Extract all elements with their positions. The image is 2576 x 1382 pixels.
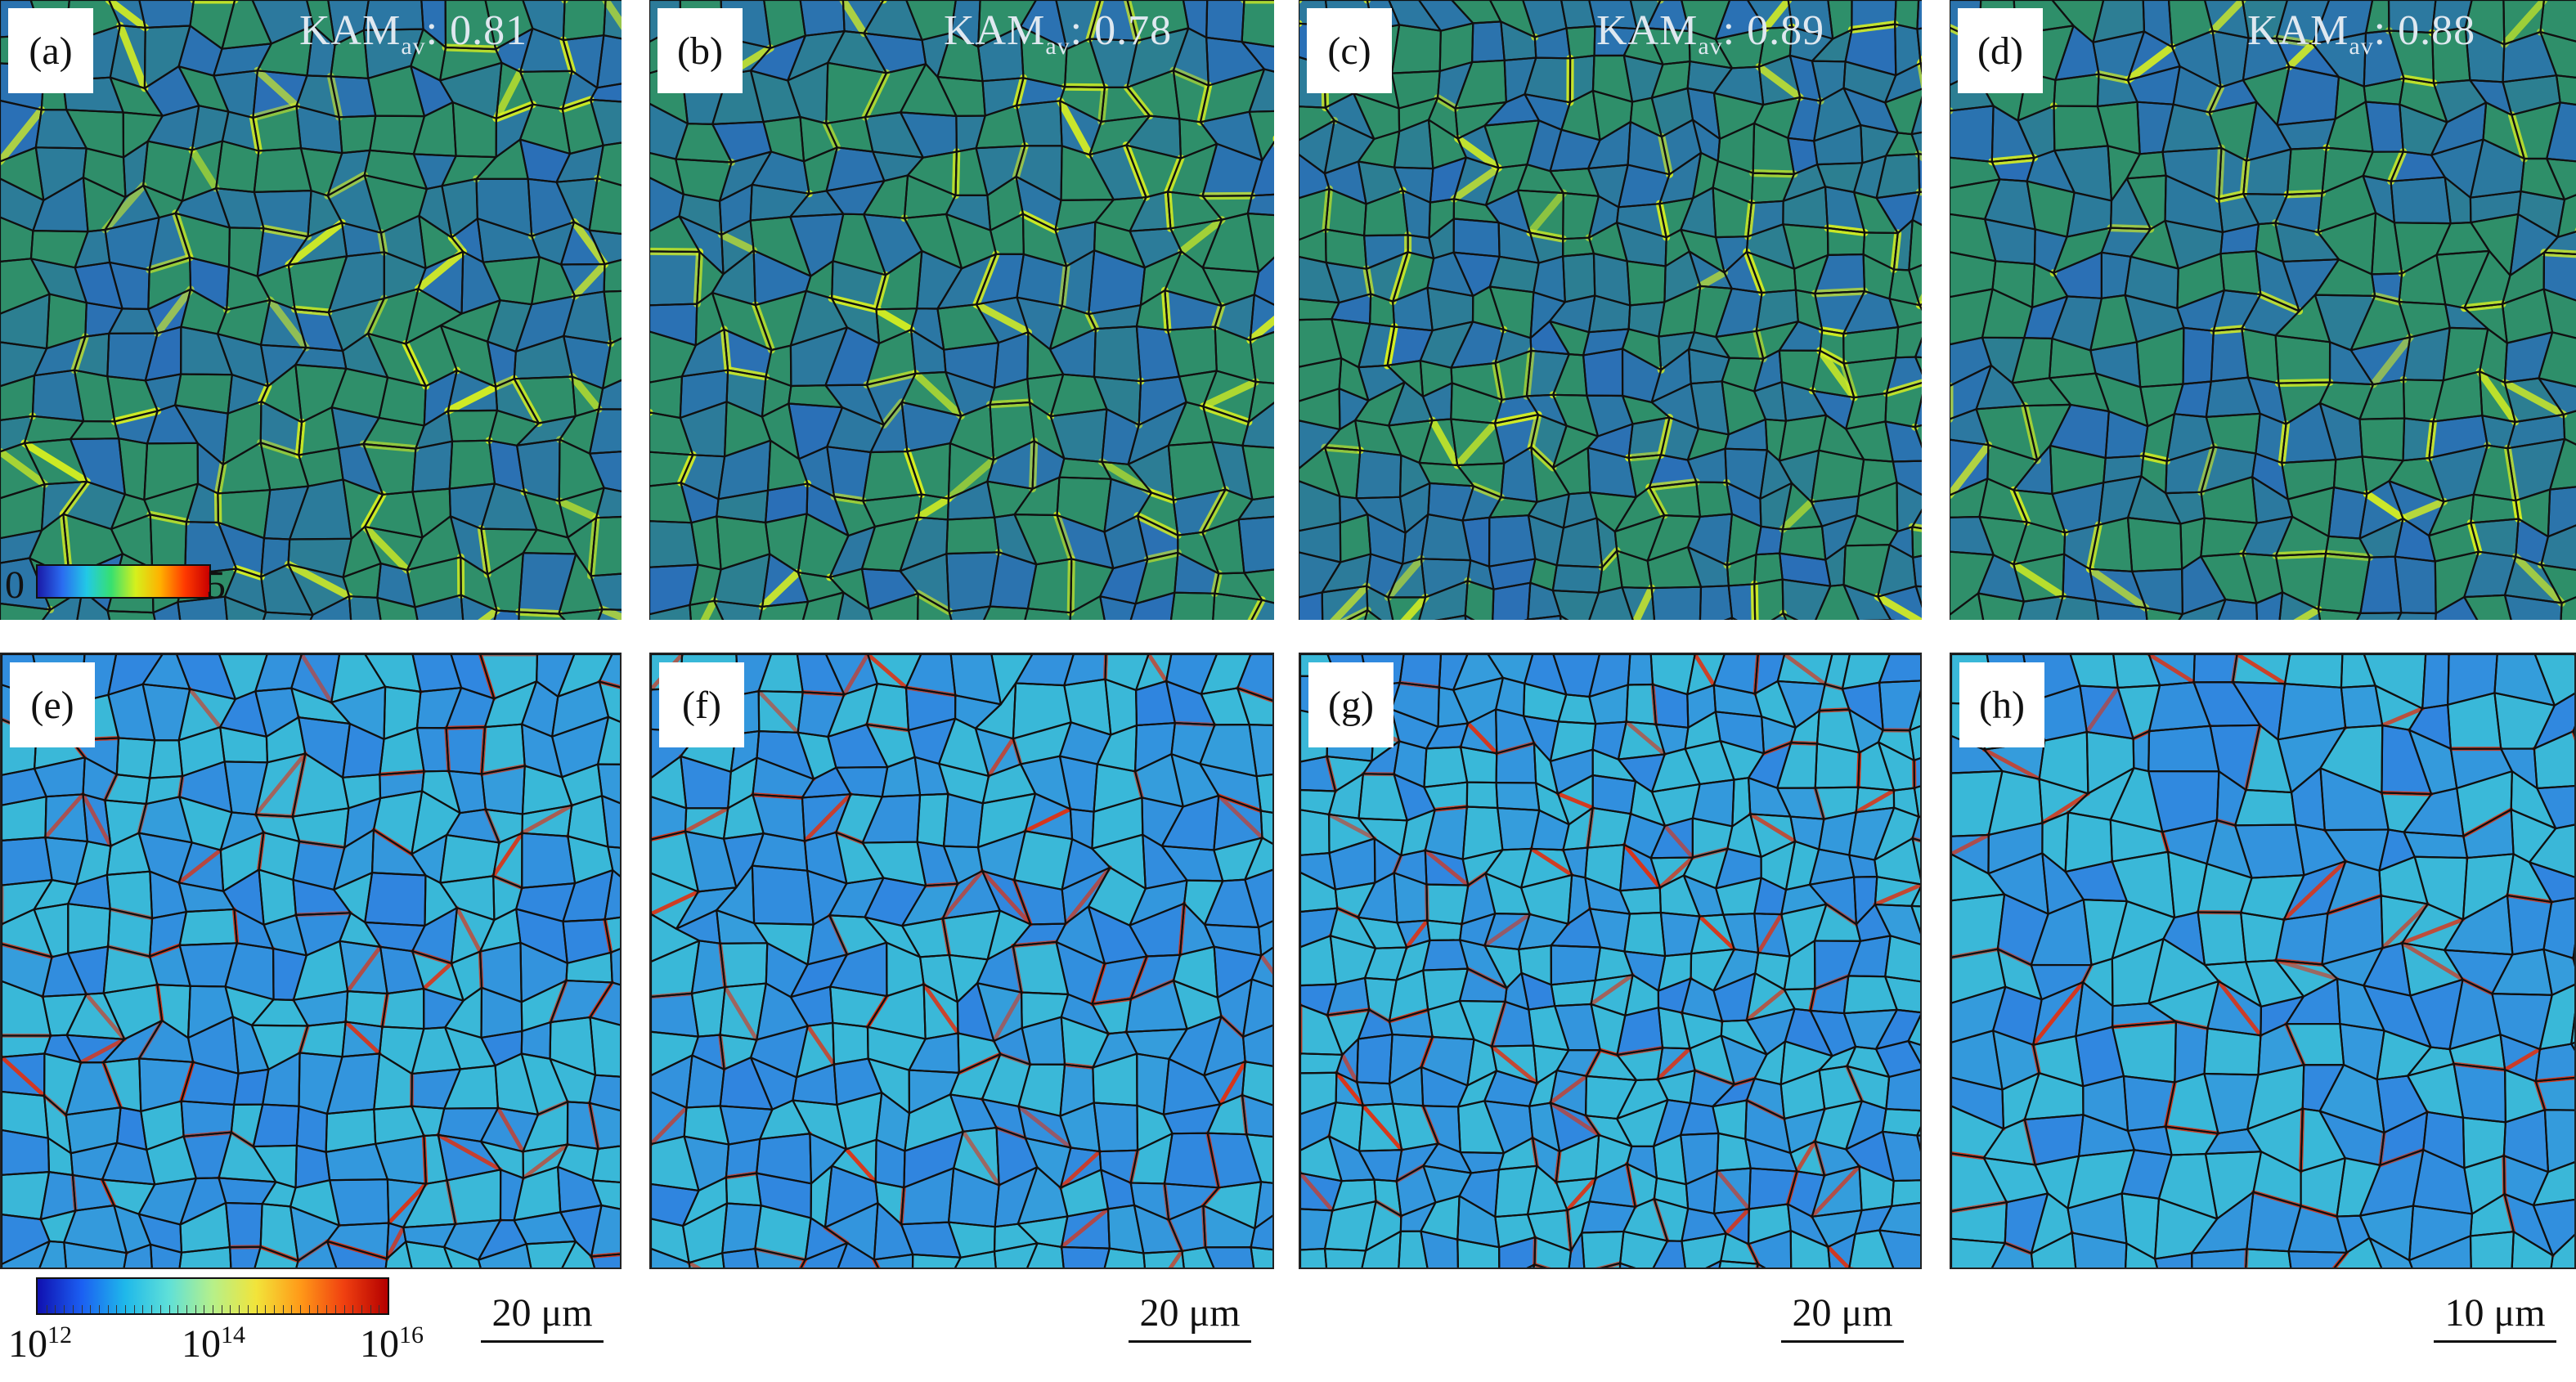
scale-bar-g: 20 μm bbox=[1781, 1290, 1904, 1343]
gnd-map-panel-h: (h) bbox=[1950, 653, 2576, 1269]
gnd-colorbar-tick bbox=[159, 1305, 161, 1313]
gnd-map-image bbox=[651, 654, 1272, 1268]
scale-bar-label: 20 μm bbox=[1139, 1291, 1241, 1335]
panel-label: (a) bbox=[8, 8, 93, 93]
kam-legend-min: 0 bbox=[5, 563, 25, 607]
kam-map-image bbox=[1950, 0, 2576, 620]
gnd-colorbar-tick bbox=[177, 1305, 179, 1313]
kam-color-legend: 0 5 bbox=[5, 561, 250, 608]
gnd-map-panel-g: (g) bbox=[1299, 653, 1922, 1269]
gnd-colorbar-tick bbox=[151, 1305, 153, 1313]
gnd-legend-min: 1012 bbox=[8, 1321, 72, 1366]
gnd-colorbar-tick bbox=[282, 1305, 284, 1313]
gnd-legend-mid: 1014 bbox=[182, 1321, 245, 1366]
gnd-colorbar-tick bbox=[107, 1305, 109, 1313]
panel-label: (g) bbox=[1308, 662, 1393, 747]
gnd-colorbar-tick bbox=[98, 1305, 100, 1313]
scale-bar-label: 10 μm bbox=[2444, 1291, 2546, 1335]
kam-average-text: KAMav: 0.78 bbox=[944, 7, 1173, 60]
gnd-map-image bbox=[1951, 654, 2574, 1268]
panel-label: (h) bbox=[1959, 662, 2044, 747]
scale-bar-label: 20 μm bbox=[491, 1291, 593, 1335]
kam-average-text: KAMav: 0.89 bbox=[1596, 7, 1825, 60]
gnd-colorbar-tick bbox=[116, 1305, 118, 1313]
gnd-colorbar-tick bbox=[300, 1305, 301, 1313]
scale-bar-label: 20 μm bbox=[1792, 1291, 1893, 1335]
kam-legend-max: 5 bbox=[206, 563, 226, 607]
kam-map-panel-b: (b) KAMav: 0.78 bbox=[649, 0, 1274, 620]
gnd-colorbar-tick bbox=[72, 1305, 74, 1313]
scale-bar-f: 20 μm bbox=[1129, 1290, 1251, 1343]
scale-bar-h: 10 μm bbox=[2434, 1290, 2556, 1343]
scale-bar-e: 20 μm bbox=[481, 1290, 604, 1343]
gnd-colorbar-tick bbox=[186, 1305, 187, 1313]
gnd-colorbar-tick bbox=[90, 1305, 92, 1313]
gnd-colorbar-tick bbox=[317, 1305, 319, 1313]
gnd-colorbar-tick bbox=[273, 1305, 275, 1313]
gnd-legend-max: 1016 bbox=[360, 1321, 424, 1366]
gnd-colorbar-tick bbox=[125, 1305, 126, 1313]
panel-label: (f) bbox=[659, 662, 744, 747]
gnd-colorbar-tick bbox=[239, 1305, 240, 1313]
gnd-colorbar-tick bbox=[343, 1305, 345, 1313]
panel-label: (c) bbox=[1307, 8, 1392, 93]
gnd-colorbar-tick bbox=[334, 1305, 336, 1313]
gnd-colorbar-tick bbox=[265, 1305, 267, 1313]
gnd-colorbar-tick bbox=[168, 1305, 170, 1313]
kam-map-panel-a: (a) KAMav: 0.81 0 5 bbox=[0, 0, 622, 620]
panel-label: (b) bbox=[657, 8, 743, 93]
gnd-colorbar-tick bbox=[326, 1305, 328, 1313]
kam-map-image bbox=[0, 0, 622, 620]
gnd-colorbar-tick bbox=[361, 1305, 362, 1313]
gnd-colorbar-tick bbox=[370, 1305, 371, 1313]
gnd-map-image bbox=[2, 654, 620, 1268]
kam-map-panel-d: (d) KAMav: 0.88 bbox=[1950, 0, 2576, 620]
gnd-colorbar-tick bbox=[55, 1305, 56, 1313]
scale-bar-line bbox=[1129, 1340, 1251, 1343]
gnd-map-panel-f: (f) bbox=[649, 653, 1274, 1269]
gnd-colorbar-tick bbox=[230, 1305, 231, 1313]
gnd-colorbar-tick bbox=[291, 1305, 293, 1313]
scale-bar-line bbox=[1781, 1340, 1904, 1343]
kam-map-panel-c: (c) KAMav: 0.89 bbox=[1299, 0, 1922, 620]
kam-colorbar bbox=[36, 564, 211, 599]
kam-map-image bbox=[1299, 0, 1922, 620]
kam-average-text: KAMav: 0.81 bbox=[299, 7, 528, 60]
gnd-colorbar bbox=[36, 1277, 389, 1315]
gnd-colorbar-tick bbox=[195, 1305, 196, 1313]
gnd-colorbar-tick bbox=[308, 1305, 310, 1313]
gnd-map-panel-e: (e) bbox=[0, 653, 622, 1269]
gnd-colorbar-tick bbox=[64, 1305, 65, 1313]
panel-label: (d) bbox=[1958, 8, 2043, 93]
panel-label: (e) bbox=[10, 662, 95, 747]
gnd-colorbar-tick bbox=[256, 1305, 258, 1313]
kam-map-image bbox=[649, 0, 1274, 620]
gnd-colorbar-tick bbox=[142, 1305, 144, 1313]
scale-bar-line bbox=[2434, 1340, 2556, 1343]
scale-bar-line bbox=[481, 1340, 604, 1343]
kam-average-text: KAMav: 0.88 bbox=[2247, 7, 2476, 60]
gnd-colorbar-tick bbox=[352, 1305, 354, 1313]
gnd-colorbar-tick bbox=[81, 1305, 83, 1313]
gnd-map-image bbox=[1300, 654, 1920, 1268]
gnd-colorbar-tick bbox=[247, 1305, 249, 1313]
gnd-colorbar-tick bbox=[133, 1305, 135, 1313]
